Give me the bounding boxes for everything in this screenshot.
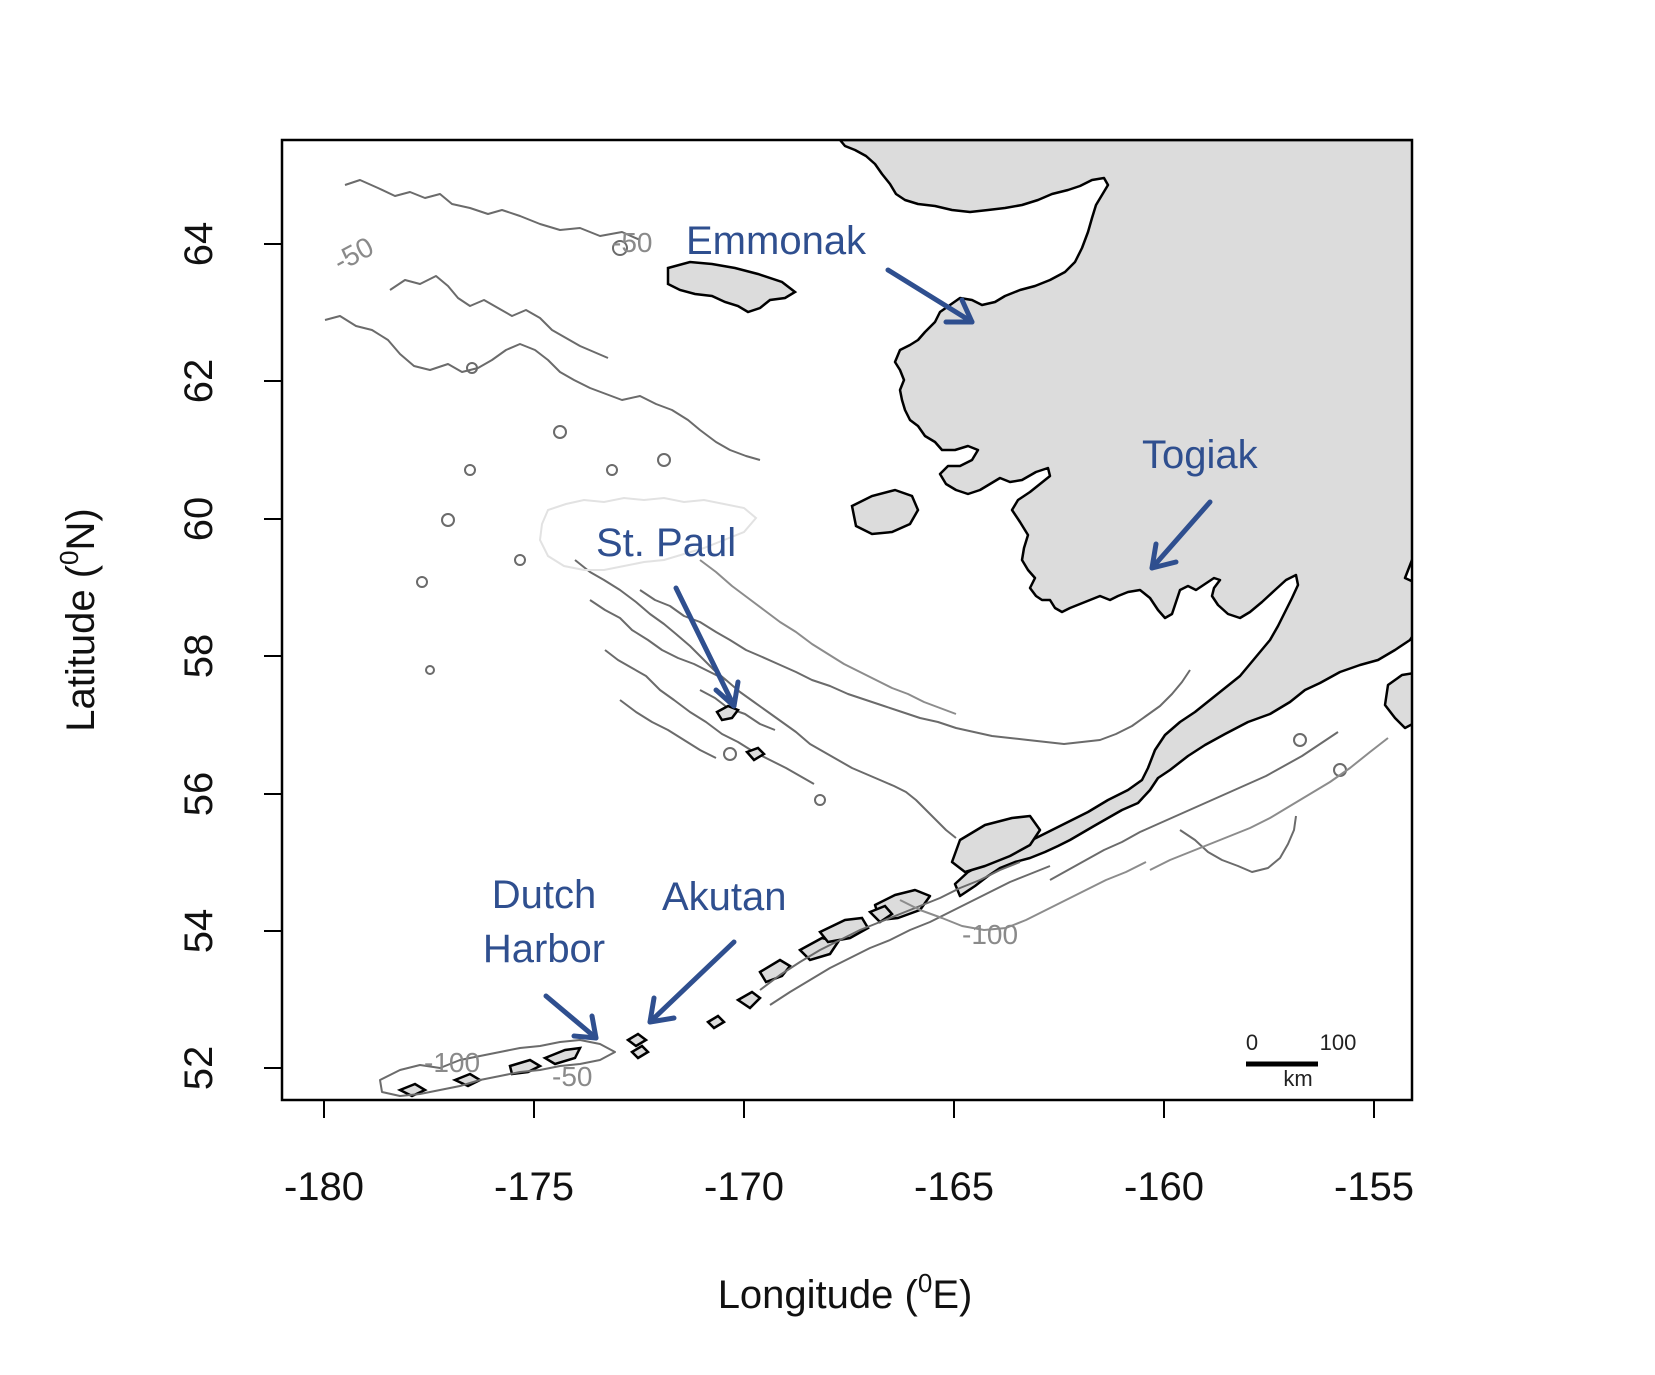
x-tick-label: -180: [284, 1165, 364, 1209]
contours-50m: [324, 179, 1347, 1097]
scale-bar: 0 100 km: [1246, 1030, 1356, 1091]
y-tick-label: 56: [177, 772, 221, 817]
contour-label: -50: [612, 227, 652, 258]
label-togiak: Togiak: [1142, 433, 1259, 477]
x-tick-label: -175: [494, 1165, 574, 1209]
y-axis: 52 54 56 58 60 62 64: [177, 222, 283, 1091]
contour-label: -50: [328, 231, 378, 277]
akutan-island: [625, 1032, 649, 1048]
st-paul-island: [715, 704, 740, 722]
map-content: [324, 140, 1412, 1098]
y-tick-label: 64: [177, 222, 221, 267]
st-lawrence-island: [666, 260, 798, 314]
y-axis-title: Latitude (0N): [54, 508, 103, 731]
kodiak-area: [1383, 672, 1412, 730]
x-tick-label: -155: [1334, 1165, 1414, 1209]
label-emmonak: Emmonak: [686, 219, 867, 263]
y-tick-label: 58: [177, 634, 221, 679]
x-axis: -180 -175 -170 -165 -160 -155: [284, 1099, 1414, 1209]
contour-label: -50: [552, 1061, 592, 1092]
scale-start-label: 0: [1246, 1030, 1258, 1055]
contours-100m: [699, 559, 1389, 931]
x-tick-label: -170: [704, 1165, 784, 1209]
label-akutan: Akutan: [662, 875, 787, 919]
contour-label: -100: [424, 1047, 480, 1078]
arrow-togiak: [1149, 499, 1213, 571]
arrow-dutch-harbor: [543, 993, 599, 1041]
x-tick-label: -165: [914, 1165, 994, 1209]
st-george-island: [744, 746, 767, 762]
y-tick-label: 62: [177, 359, 221, 404]
label-st-paul: St. Paul: [596, 521, 736, 565]
label-dutch-harbor-line2: Harbor: [483, 927, 605, 971]
x-axis-title: Longitude (0E): [718, 1268, 973, 1317]
y-tick-label: 60: [177, 497, 221, 542]
label-dutch-harbor-line1: Dutch: [492, 873, 597, 917]
scale-unit-label: km: [1283, 1066, 1312, 1091]
peninsula-lobe: [950, 814, 1042, 874]
arrow-emmonak: [885, 267, 975, 325]
contours-light: [538, 496, 758, 571]
y-tick-label: 52: [177, 1046, 221, 1091]
contour-label: -100: [962, 919, 1018, 950]
nunivak-island: [850, 488, 920, 536]
arrow-st-paul: [673, 585, 741, 709]
alaska-mainland: [838, 140, 1412, 898]
x-tick-label: -160: [1124, 1165, 1204, 1209]
y-tick-label: 54: [177, 909, 221, 954]
scale-end-label: 100: [1320, 1030, 1357, 1055]
arrow-akutan: [647, 939, 737, 1025]
